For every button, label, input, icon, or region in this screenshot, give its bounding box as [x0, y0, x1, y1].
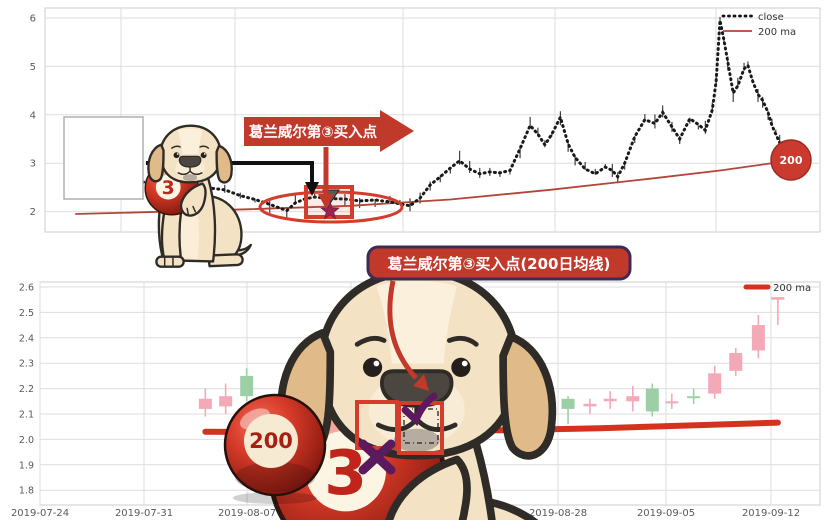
dog-illustration	[271, 271, 615, 520]
top-legend: close 200 ma	[721, 12, 796, 38]
svg-text:2019-08-07: 2019-08-07	[218, 508, 276, 519]
svg-text:1.9: 1.9	[19, 460, 34, 471]
svg-text:2.2: 2.2	[19, 384, 34, 395]
top-annotation-box: 葛兰威尔第③买入点	[244, 110, 414, 152]
check-mark-icon	[401, 392, 438, 426]
annotation-arrow-icon	[380, 110, 414, 152]
ma-end-badge-text: 200	[780, 154, 803, 167]
svg-text:2: 2	[30, 207, 36, 218]
ma-legend-label: 200 ma	[758, 27, 796, 38]
signal-rect-buy	[397, 401, 444, 455]
top-chart-overlays: 葛兰威尔第③买入点 200 close 200 ma	[63, 12, 812, 267]
close-legend-label: close	[758, 12, 784, 23]
red-arrowhead-icon	[318, 194, 334, 209]
ma-end-badge: 200	[770, 139, 812, 181]
svg-text:2.1: 2.1	[19, 410, 34, 421]
bottom-legend: 200 ma	[743, 283, 811, 294]
ma-bottom-legend-label: 200 ma	[773, 283, 811, 294]
svg-text:2.5: 2.5	[19, 308, 34, 319]
svg-text:4: 4	[30, 110, 36, 121]
bottom-chart-overlays: 200 葛兰威尔第③买入点(200日均线) 200 ma	[223, 245, 811, 520]
svg-text:3: 3	[30, 159, 36, 170]
bottom-annotation-text: 葛兰威尔第③买入点(200日均线)	[387, 255, 611, 273]
x-mark-icon	[358, 439, 396, 475]
svg-text:5: 5	[30, 62, 36, 73]
svg-text:2.4: 2.4	[19, 333, 34, 344]
top-annotation-text: 葛兰威尔第③买入点	[248, 123, 378, 141]
svg-text:2.6: 2.6	[19, 283, 34, 294]
curved-red-arrow	[387, 280, 418, 380]
curved-arrowhead-icon	[413, 374, 429, 391]
svg-text:2019-09-05: 2019-09-05	[637, 508, 695, 519]
billiard-ball-200: 200	[223, 393, 327, 504]
svg-text:2019-07-24: 2019-07-24	[11, 508, 69, 519]
dog-inset-box	[63, 116, 251, 267]
ball-200-number: 200	[249, 429, 293, 453]
bottom-annotation-box: 葛兰威尔第③买入点(200日均线)	[366, 245, 632, 281]
black-arrowhead-icon	[305, 182, 319, 196]
star-marker	[320, 200, 340, 220]
svg-text:6: 6	[30, 14, 36, 25]
svg-text:2019-09-12: 2019-09-12	[742, 508, 800, 519]
svg-text:2.3: 2.3	[19, 359, 34, 370]
svg-text:2019-08-28: 2019-08-28	[529, 508, 587, 519]
svg-text:1.8: 1.8	[19, 486, 34, 497]
svg-text:2019-07-31: 2019-07-31	[115, 508, 173, 519]
svg-text:2.0: 2.0	[19, 435, 34, 446]
